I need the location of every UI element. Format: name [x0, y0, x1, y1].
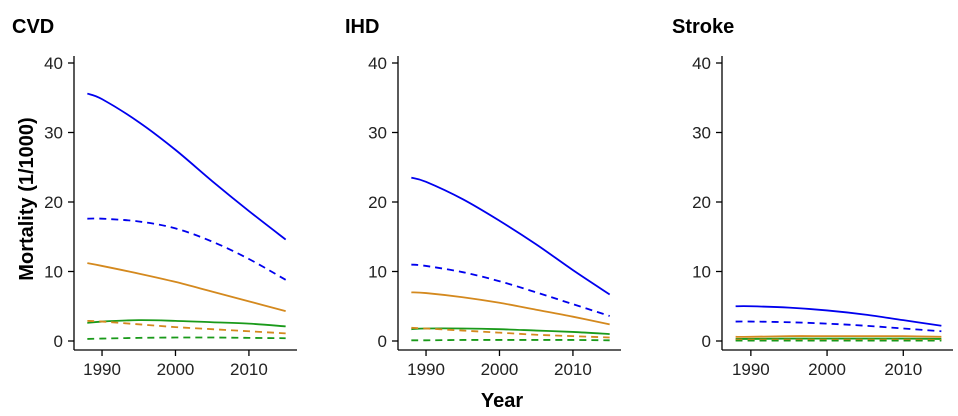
series-line-3 [411, 291, 610, 326]
series-line-5 [411, 326, 610, 339]
y-tick-label: 30 [692, 124, 711, 143]
x-tick-label: 2000 [157, 360, 195, 379]
x-tick-label: 1990 [83, 360, 121, 379]
y-tick-label: 40 [692, 54, 711, 73]
x-tick-label: 1990 [407, 360, 445, 379]
series-line-2 [735, 320, 942, 333]
panel-title: Stroke [672, 16, 734, 38]
series-line-3 [735, 335, 942, 338]
panel-title: CVD [12, 16, 54, 38]
y-tick-label: 30 [368, 124, 387, 143]
series-line-5 [87, 319, 286, 335]
y-tick-label: 0 [378, 332, 387, 351]
x-tick-label: 2000 [481, 360, 519, 379]
y-tick-label: 10 [368, 263, 387, 282]
series-line-3 [87, 262, 286, 312]
y-tick-label: 20 [44, 193, 63, 212]
y-tick-label: 0 [54, 332, 63, 351]
y-tick-label: 40 [44, 54, 63, 73]
y-tick-label: 30 [44, 124, 63, 143]
y-tick-label: 40 [368, 54, 387, 73]
series-line-1 [411, 176, 611, 296]
y-tick-label: 0 [702, 332, 711, 351]
y-tick-label: 10 [44, 263, 63, 282]
chart-panel-cvd: CVD 0 10 20 30 40 1990 2000 2010 [12, 16, 297, 379]
y-tick-label: 20 [368, 193, 387, 212]
y-tick-label: 10 [692, 263, 711, 282]
x-tick-label: 2010 [884, 360, 922, 379]
x-tick-label: 2010 [554, 360, 592, 379]
series-line-2 [411, 263, 610, 317]
chart-panel-ihd: IHD 0 10 20 30 40 1990 2000 2010 [345, 16, 621, 379]
x-tick-label: 2010 [230, 360, 268, 379]
chart-panel-stroke: Stroke 0 10 20 30 40 1990 2000 2010 [672, 16, 953, 379]
x-axis-title: Year [481, 390, 523, 412]
x-tick-label: 2000 [808, 360, 846, 379]
series-line-1 [87, 92, 287, 241]
series-line-6 [87, 336, 286, 340]
x-tick-label: 1990 [732, 360, 770, 379]
y-tick-label: 20 [692, 193, 711, 212]
series-line-1 [735, 305, 942, 327]
y-axis-title: Mortality (1/1000) [16, 117, 38, 280]
panel-title: IHD [345, 16, 379, 38]
series-line-2 [87, 217, 287, 281]
